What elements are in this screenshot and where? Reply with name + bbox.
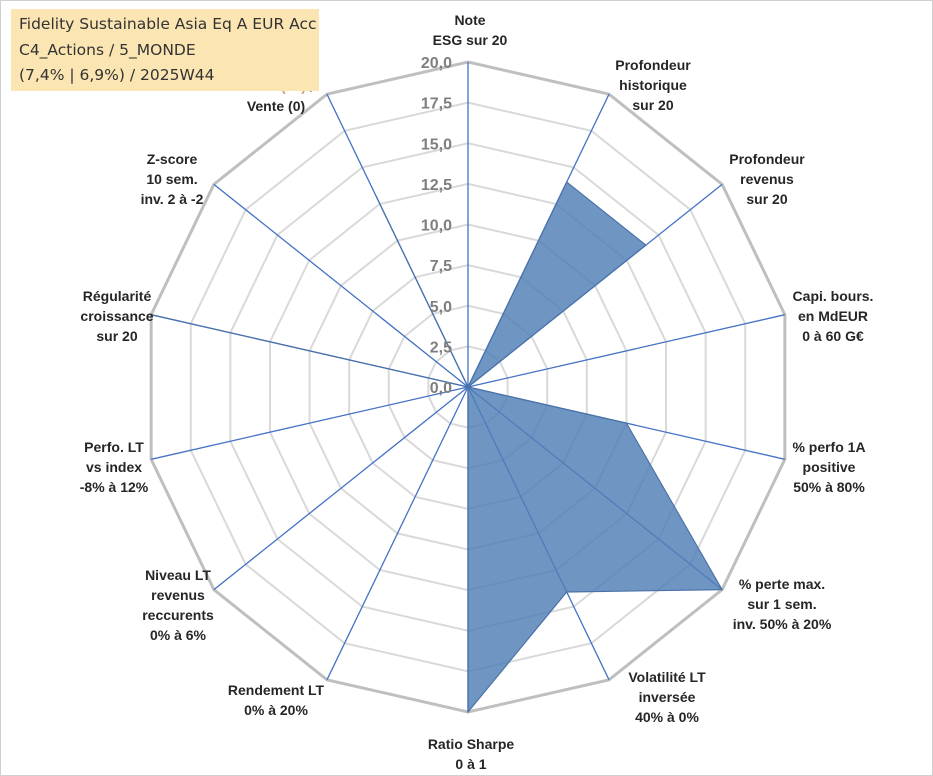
tick-label: 7,5	[430, 258, 452, 275]
fund-name: Fidelity Sustainable Asia Eq A EUR Acc	[19, 15, 317, 33]
axis-label-line: 40% à 0%	[635, 709, 699, 725]
tick-label: 10,0	[421, 218, 452, 235]
axis-label-line: Régularité	[83, 288, 152, 304]
axis-label-line: inv. 50% à 20%	[733, 616, 832, 632]
axis-label-line: en MdEUR	[798, 308, 868, 324]
axis-label-line: inv. 2 à -2	[141, 191, 204, 207]
tick-label: 0,0	[430, 380, 452, 397]
axis-label: Régularité croissance sur 20	[80, 288, 153, 344]
axis-labels: Note ESG sur 20 Profondeur historique sur 20…	[80, 12, 874, 772]
fund-category: C4_Actions / 5_MONDE	[19, 41, 196, 59]
axis-label: Profondeur revenus sur 20	[729, 151, 805, 207]
tick-label: 5,0	[430, 299, 452, 316]
axis-label-line: Profondeur	[615, 57, 691, 73]
axis-label-line: Capi. bours.	[793, 288, 874, 304]
axis-label: % perte max. sur 1 sem. inv. 50% à 20%	[733, 576, 832, 632]
tick-label: 17,5	[421, 96, 452, 113]
axis-label-line: Ratio Sharpe	[428, 736, 515, 752]
axis-label: Perfo. LT vs index -8% à 12%	[80, 439, 149, 495]
axis-spoke	[213, 183, 469, 388]
tick-label: 15,0	[421, 136, 452, 153]
axis-label-line: Rendement LT	[228, 682, 325, 698]
axis-label-line: sur 20	[96, 328, 137, 344]
axis-label-line: 0% à 6%	[150, 627, 207, 643]
fund-stats: (7,4% | 6,9%) / 2025W44	[19, 66, 215, 84]
axis-label-line: 0 à 60 G€	[802, 328, 864, 344]
axis-label-line: positive	[803, 459, 856, 475]
title-box: Fidelity Sustainable Asia Eq A EUR Acc C…	[11, 9, 319, 91]
axis-label: Note ESG sur 20	[433, 12, 508, 48]
axis-label-line: ESG sur 20	[433, 32, 508, 48]
tick-label: 2,5	[430, 339, 452, 356]
axis-label-line: Z-score	[147, 151, 198, 167]
axis-spoke	[467, 314, 785, 388]
axis-label-line: 0% à 20%	[244, 702, 308, 718]
axis-label-line: historique	[619, 77, 687, 93]
axis-label-line: Perfo. LT	[84, 439, 144, 455]
tick-label: 20,0	[421, 55, 452, 72]
axis-label-line: 10 sem.	[146, 171, 197, 187]
axis-label-line: -8% à 12%	[80, 479, 149, 495]
axis-label: Niveau LT revenus reccurents 0% à 6%	[142, 567, 214, 643]
axis-label-line: 0 à 1	[455, 756, 486, 772]
axis-spoke	[326, 386, 469, 681]
axis-label-line: sur 20	[632, 97, 673, 113]
radar-series	[151, 181, 724, 714]
axis-label: Z-score 10 sem. inv. 2 à -2	[141, 151, 204, 207]
axis-label-line: Profondeur	[729, 151, 805, 167]
axis-label-line: % perfo 1A	[792, 439, 865, 455]
axis-label: Profondeur historique sur 20	[615, 57, 691, 113]
axis-label-line: vs index	[86, 459, 142, 475]
axis-label-line: croissance	[80, 308, 153, 324]
axis-label-line: inversée	[639, 689, 696, 705]
axis-label-line: revenus	[740, 171, 794, 187]
axis-label-line: Note	[454, 12, 485, 28]
axis-label-line: revenus	[151, 587, 205, 603]
axis-label-line: reccurents	[142, 607, 214, 623]
axis-label-line: Volatilité LT	[628, 669, 706, 685]
axis-label-line: Vente (0)	[247, 98, 305, 114]
axis-label-line: % perte max.	[739, 576, 825, 592]
axis-spoke	[151, 386, 469, 460]
axis-label: Ratio Sharpe 0 à 1	[428, 736, 515, 772]
axis-label: Capi. bours. en MdEUR 0 à 60 G€	[793, 288, 874, 344]
axis-label: Rendement LT 0% à 20%	[228, 682, 325, 718]
radial-tick-labels: 0,0 2,5 5,0 7,5 10,0 12,5 15,0 17,5 20,0	[421, 55, 452, 397]
axis-label-line: Niveau LT	[145, 567, 211, 583]
axis-label-line: 50% à 80%	[793, 479, 865, 495]
axis-label-line: sur 20	[746, 191, 787, 207]
axis-label-line: sur 1 sem.	[747, 596, 816, 612]
tick-label: 12,5	[421, 177, 452, 194]
axis-label: % perfo 1A positive 50% à 80%	[792, 439, 865, 495]
axis-spoke	[213, 386, 469, 591]
axis-label: Volatilité LT inversée 40% à 0%	[628, 669, 706, 725]
